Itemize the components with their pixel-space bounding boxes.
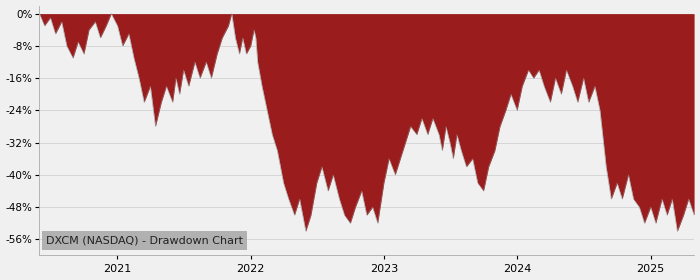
Text: DXCM (NASDAQ) - Drawdown Chart: DXCM (NASDAQ) - Drawdown Chart (46, 235, 243, 246)
